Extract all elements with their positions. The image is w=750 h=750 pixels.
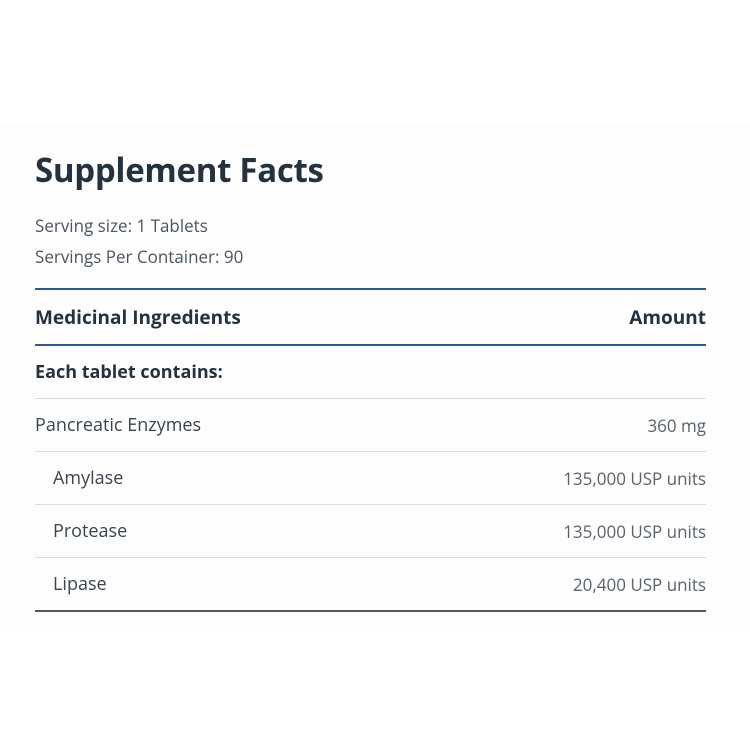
ingredient-name: Pancreatic Enzymes (35, 399, 431, 452)
ingredients-table: Medicinal Ingredients Amount Each tablet… (35, 288, 706, 612)
ingredient-name: Amylase (35, 452, 431, 505)
servings-per-container-label: Servings Per Container: (35, 245, 219, 268)
serving-size-line: Serving size: 1 Tablets (35, 214, 706, 237)
table-row: Protease 135,000 USP units (35, 505, 706, 558)
serving-size-value: 1 Tablets (136, 214, 207, 237)
table-row: Amylase 135,000 USP units (35, 452, 706, 505)
servings-per-container-line: Servings Per Container: 90 (35, 245, 706, 268)
ingredient-amount: 20,400 USP units (431, 558, 706, 612)
ingredient-amount: 135,000 USP units (431, 452, 706, 505)
col-ingredient: Medicinal Ingredients (35, 289, 431, 345)
servings-per-container-value: 90 (224, 245, 243, 268)
supplement-facts-panel: Supplement Facts Serving size: 1 Tablets… (9, 125, 732, 612)
table-header-row: Medicinal Ingredients Amount (35, 289, 706, 345)
table-row: Pancreatic Enzymes 360 mg (35, 399, 706, 452)
ingredient-name: Lipase (35, 558, 431, 612)
ingredient-name: Protease (35, 505, 431, 558)
table-subheading-row: Each tablet contains: (35, 345, 706, 399)
ingredient-amount: 135,000 USP units (431, 505, 706, 558)
col-amount: Amount (431, 289, 706, 345)
table-subheading: Each tablet contains: (35, 345, 706, 399)
table-row: Lipase 20,400 USP units (35, 558, 706, 612)
panel-title: Supplement Facts (35, 147, 706, 192)
serving-size-label: Serving size: (35, 214, 132, 237)
ingredient-amount: 360 mg (431, 399, 706, 452)
